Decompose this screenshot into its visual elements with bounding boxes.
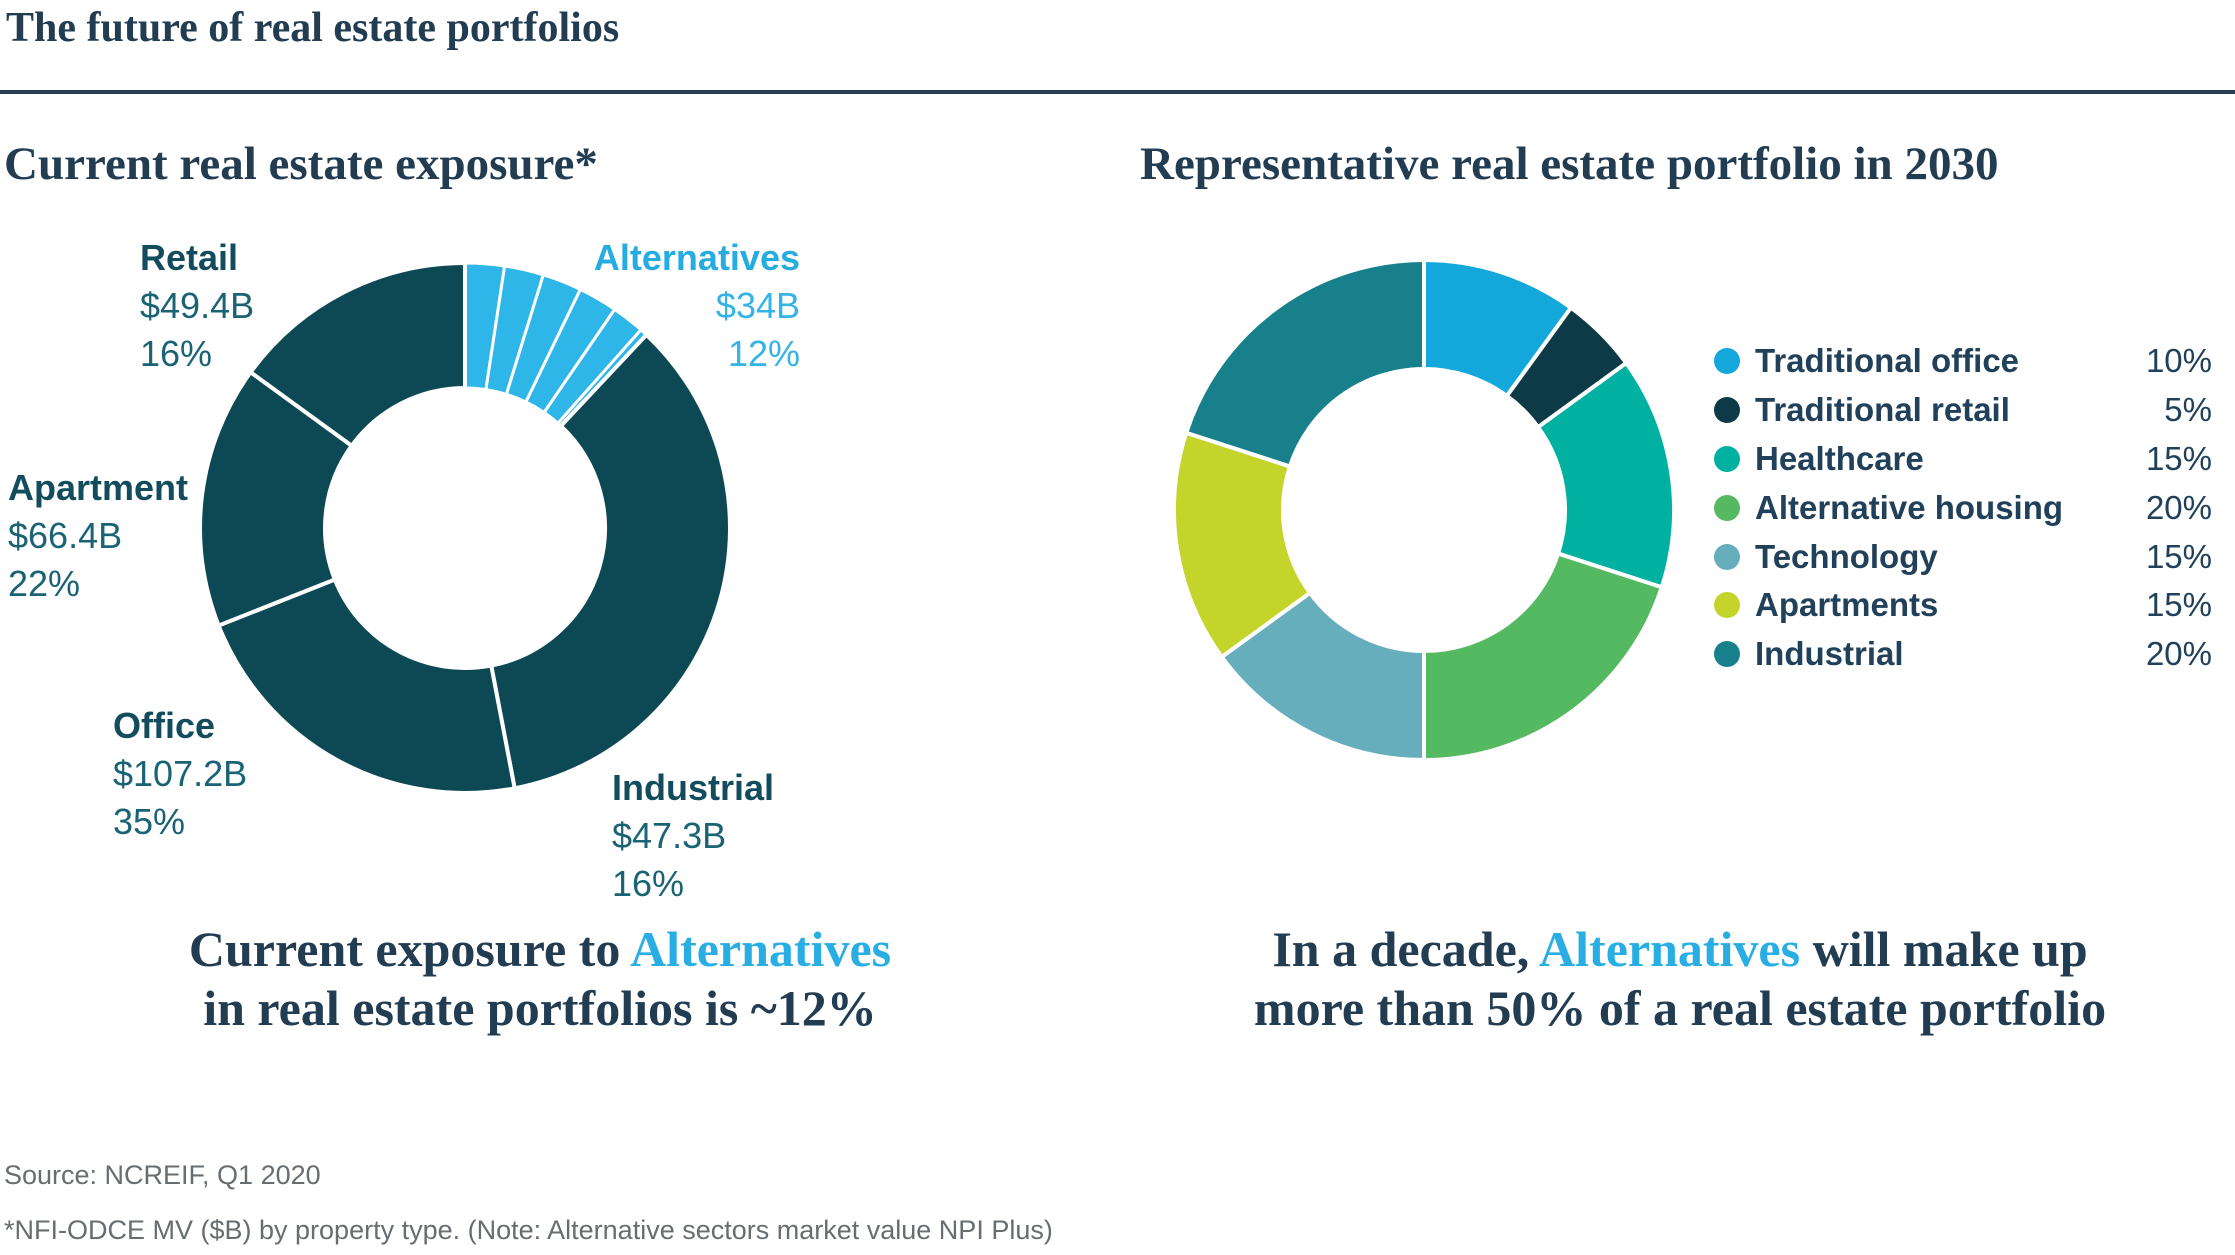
legend-percent: 20% (2145, 635, 2212, 673)
retail-label-pct: 16% (140, 333, 213, 374)
office-label-pct: 35% (113, 801, 186, 842)
alternatives-label-value: $34B (715, 285, 800, 326)
legend-row-industrial: Industrial 20% (1714, 630, 2212, 679)
alternatives-label: Alternatives $34B 12% (500, 234, 800, 378)
legend-percent: 15% (2145, 439, 2212, 477)
legend-percent: 10% (2145, 342, 2212, 380)
apartment-label-pct: 22% (8, 563, 81, 604)
legend-label: Alternative housing (1755, 488, 2064, 526)
portfolio-2030-donut-chart (1172, 257, 1676, 763)
industrial-2030-segment (1183, 257, 1426, 469)
left-caption-line2: in real estate portfolios is ~12% (203, 980, 877, 1036)
retail-label-name: Retail (140, 237, 239, 278)
legend-label: Industrial (1755, 635, 1904, 673)
office-label-name: Office (113, 705, 216, 746)
legend-dot-icon (1714, 641, 1740, 668)
apartment-label-value: $66.4B (8, 515, 123, 556)
apartment-label-name: Apartment (8, 467, 189, 508)
retail-label-value: $49.4B (140, 285, 255, 326)
legend-percent: 15% (2145, 537, 2212, 575)
legend-dot-icon (1714, 494, 1740, 521)
office-label-value: $107.2B (113, 753, 248, 794)
legend-row-traditional-office: Traditional office 10% (1714, 337, 2212, 386)
right-caption-highlight: Alternatives (1539, 921, 1801, 977)
legend-dot-icon (1714, 397, 1740, 424)
office-label: Office $107.2B 35% (113, 702, 247, 846)
left-caption-highlight: Alternatives (630, 921, 892, 977)
legend-dot-icon (1714, 592, 1740, 619)
legend-label: Traditional retail (1755, 391, 2010, 429)
left-caption-line1: Current exposure to Alternatives (40, 920, 1040, 979)
right-caption-line2: more than 50% of a real estate portfolio (1253, 980, 2107, 1036)
legend-row-apartments: Apartments 15% (1714, 581, 2212, 630)
right-chart-caption: In a decade, Alternatives will make up m… (1180, 920, 2180, 1038)
right-chart-heading: Representative real estate portfolio in … (1140, 138, 1999, 190)
left-caption-line1-pre: Current exposure to (188, 921, 631, 977)
legend-dot-icon (1714, 543, 1740, 570)
industrial-label-value: $47.3B (612, 815, 727, 856)
current-exposure-donut-chart (198, 260, 732, 795)
source-line: Source: NCREIF, Q1 2020 (4, 1160, 321, 1190)
title-divider-rule (0, 90, 2235, 94)
industrial-label-pct: 16% (612, 863, 685, 904)
alternatives-label-name: Alternatives (593, 237, 800, 278)
retail-segment (247, 260, 467, 449)
industrial-label-name: Industrial (612, 767, 775, 808)
legend-row-healthcare: Healthcare 15% (1714, 435, 2212, 484)
right-caption-line1-pre: In a decade, (1272, 921, 1540, 977)
legend-label: Traditional office (1755, 342, 2020, 380)
apartment-label: Apartment $66.4B 22% (8, 464, 188, 608)
legend-row-traditional-retail: Traditional retail 5% (1714, 386, 2212, 435)
right-caption-line1-post: will make up (1800, 921, 2088, 977)
legend-dot-icon (1714, 445, 1740, 472)
legend-dot-icon (1714, 348, 1740, 375)
legend-percent: 20% (2145, 488, 2212, 526)
right-caption-line1: In a decade, Alternatives will make up (1180, 920, 2180, 979)
legend-row-alternative-housing: Alternative housing 20% (1714, 483, 2212, 532)
legend-row-technology: Technology 15% (1714, 532, 2212, 581)
legend-label: Apartments (1755, 586, 1939, 624)
alternatives-label-pct: 12% (727, 333, 800, 374)
office-segment (216, 576, 517, 795)
legend-label: Healthcare (1755, 439, 1924, 477)
left-chart-heading: Current real estate exposure* (4, 138, 598, 190)
industrial-segment (488, 331, 732, 791)
left-chart-caption: Current exposure to Alternatives in real… (40, 920, 1040, 1038)
page-title: The future of real estate portfolios (6, 5, 620, 51)
alternative-housing-segment (1422, 551, 1665, 763)
apartment-segment (198, 369, 355, 629)
footnote-line: *NFI-ODCE MV ($B) by property type. (Not… (4, 1215, 1053, 1245)
legend-percent: 15% (2145, 586, 2212, 624)
portfolio-2030-legend: Traditional office 10% Traditional retail 5… (1714, 337, 2212, 679)
industrial-label: Industrial $47.3B 16% (612, 764, 774, 908)
legend-label: Technology (1755, 537, 1938, 575)
retail-label: Retail $49.4B 16% (140, 234, 254, 378)
legend-percent: 5% (2164, 391, 2212, 429)
